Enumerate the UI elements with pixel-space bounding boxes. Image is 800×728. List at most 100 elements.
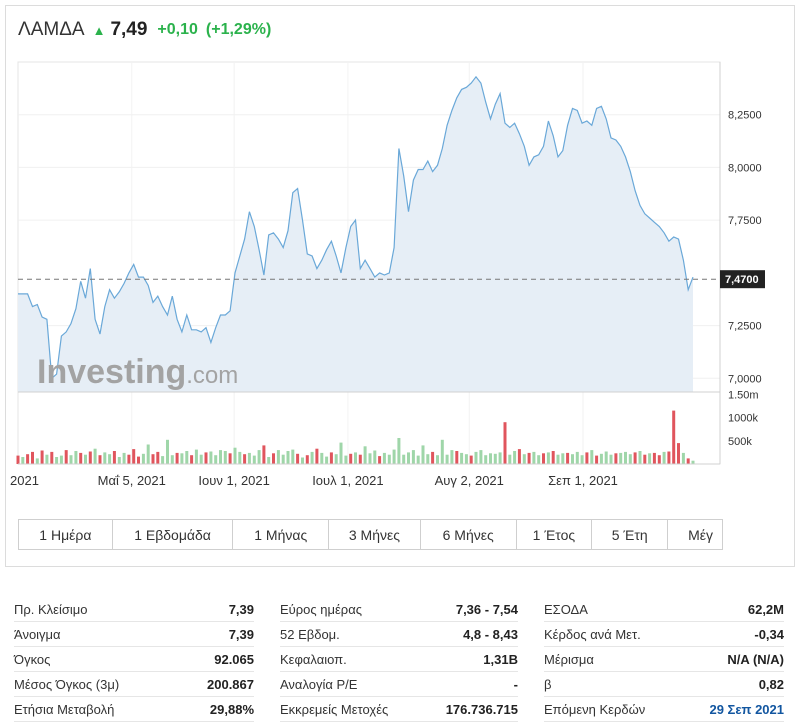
volume-bar <box>55 457 59 464</box>
volume-bar <box>325 456 329 464</box>
volume-bar <box>633 452 637 464</box>
volume-bar <box>122 452 126 464</box>
volume-bar <box>402 454 406 464</box>
volume-tick-label: 500k <box>728 436 752 448</box>
volume-bar <box>537 455 541 464</box>
stat-row: Κέρδος ανά Μετ. -0,34 <box>544 622 784 647</box>
volume-bar <box>190 455 194 464</box>
volume-bar <box>667 451 671 464</box>
volume-bar <box>45 454 49 464</box>
watermark-brand: Investing <box>37 353 186 391</box>
volume-bar <box>508 454 512 464</box>
volume-bar <box>378 456 382 464</box>
stat-row: Μέρισμα N/A (N/A) <box>544 647 784 672</box>
stat-label: Μέσος Όγκος (3μ) <box>14 676 120 692</box>
range-button-8[interactable]: Μέγ <box>688 526 713 543</box>
volume-bar <box>546 452 550 464</box>
volume-bar <box>291 449 295 464</box>
volume-bar <box>26 454 30 464</box>
volume-bar <box>286 451 290 464</box>
stat-row: Κεφαλαιοπ. 1,31B <box>280 647 518 672</box>
volume-bar <box>677 443 680 464</box>
volume-bar <box>146 444 150 464</box>
volume-bar <box>522 454 526 464</box>
volume-bar <box>503 422 507 464</box>
stat-label: Μέρισμα <box>544 651 594 667</box>
volume-bar <box>98 455 102 464</box>
stat-label: β <box>544 676 552 692</box>
stat-row: Άνοιγμα 7,39 <box>14 622 254 647</box>
stat-value: 200.867 <box>207 676 254 692</box>
range-button-4[interactable]: 3 Μήνες <box>329 520 421 549</box>
stat-row: Όγκος 92.065 <box>14 647 254 672</box>
volume-bar <box>349 453 353 464</box>
watermark-suffix: .com <box>186 362 238 389</box>
volume-bar <box>112 451 116 464</box>
volume-bar <box>334 454 338 464</box>
stat-row: β 0,82 <box>544 672 784 697</box>
volume-bar <box>344 455 348 464</box>
stat-value: 29,88% <box>209 701 254 717</box>
stat-value: 7,39 <box>228 626 254 642</box>
range-button-3[interactable]: 1 Μήνας <box>233 520 330 549</box>
volume-bar <box>590 450 594 464</box>
price-area <box>18 76 693 393</box>
volume-bar <box>648 453 652 464</box>
stat-value: 0,82 <box>758 676 784 692</box>
range-button-2[interactable]: 1 Εβδομάδα <box>113 520 234 549</box>
volume-bar <box>580 455 584 464</box>
x-tick-label: Ιουν 1, 2021 <box>198 473 269 488</box>
volume-bar <box>609 454 613 464</box>
volume-bar <box>21 457 25 464</box>
volume-bar <box>79 452 83 464</box>
volume-tick-label: 1000k <box>728 413 758 425</box>
volume-bar <box>84 454 87 464</box>
stats-column-3: ΕΣΟΔΑ 62,2M Κέρδος ανά Μετ. -0,34 Μέρισμα N/A… <box>544 597 784 722</box>
volume-bar <box>127 454 131 464</box>
volume-bar <box>16 455 20 464</box>
volume-bar <box>619 452 623 464</box>
stat-row: Πρ. Κλείσιμο 7,39 <box>14 597 254 622</box>
volume-bar <box>498 452 502 464</box>
volume-bar <box>137 456 140 464</box>
stat-value: 176.736.715 <box>445 701 518 717</box>
volume-bar <box>450 450 454 464</box>
volume-bar <box>50 451 54 464</box>
stat-label: Επόμενη Κερδών <box>544 701 646 717</box>
stat-label: Εκκρεμείς Μετοχές <box>280 701 389 717</box>
volume-bar <box>436 455 439 464</box>
stat-label: Κεφαλαιοπ. <box>280 651 347 667</box>
range-button-5[interactable]: 6 Μήνες <box>421 520 517 549</box>
volume-bar <box>527 452 531 464</box>
stat-row: 52 Εβδομ. 4,8 - 8,43 <box>280 622 518 647</box>
volume-bar <box>489 453 492 464</box>
earnings-date-link[interactable]: 29 Σεπ 2021 <box>709 701 784 717</box>
x-tick-label: Σεπ 1, 2021 <box>548 473 618 488</box>
volume-bar <box>460 452 464 464</box>
volume-bar <box>175 452 179 464</box>
volume-bar <box>373 450 377 464</box>
range-button-7[interactable]: 5 Έτη <box>592 520 669 549</box>
stat-value: 7,39 <box>228 601 254 617</box>
price-chart[interactable]: Investing.com 8,2500 8,0000 7,7500 7,2500 7,… <box>0 0 800 500</box>
volume-bar <box>74 451 78 464</box>
stat-label: Εύρος ημέρας <box>280 601 362 617</box>
stat-value: 7,36 - 7,54 <box>455 601 518 617</box>
volume-bar <box>40 450 44 464</box>
stat-label: 52 Εβδομ. <box>280 626 340 642</box>
volume-bar <box>243 454 247 464</box>
volume-bar <box>387 454 391 464</box>
volume-bar <box>339 442 343 464</box>
stat-value: 4,8 - 8,43 <box>463 626 518 642</box>
range-button-6[interactable]: 1 Έτος <box>517 520 593 549</box>
volume-bar <box>257 450 261 464</box>
stat-label: ΕΣΟΔΑ <box>544 601 588 617</box>
volume-bar <box>493 453 497 464</box>
volume-bar <box>305 455 309 464</box>
volume-bar <box>556 454 560 464</box>
volume-bar <box>223 451 227 464</box>
volume-bar <box>421 445 425 464</box>
volume-bar <box>652 452 656 464</box>
volume-bar <box>214 455 218 464</box>
range-button-1[interactable]: 1 Ημέρα <box>19 520 113 549</box>
